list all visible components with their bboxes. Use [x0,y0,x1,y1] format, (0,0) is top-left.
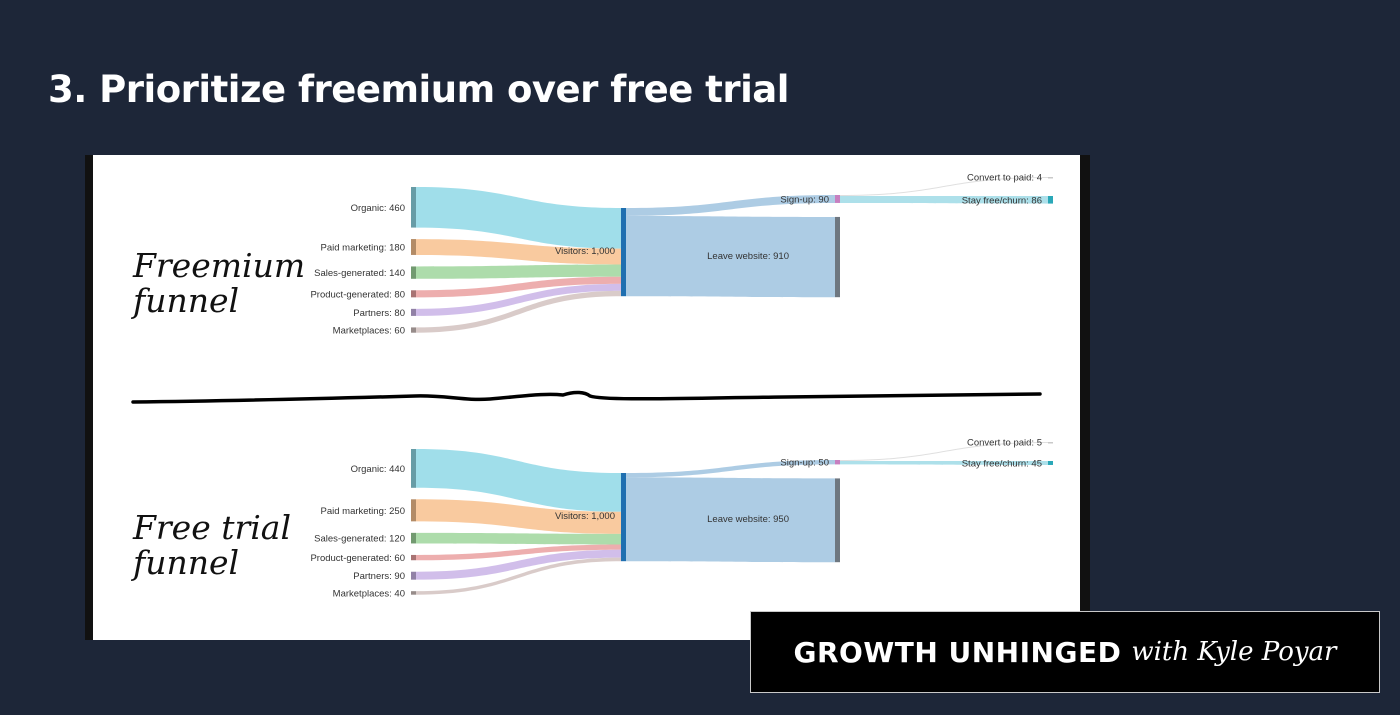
funnel1-hand-label-subtitle: funnel [130,281,239,320]
funnel1-link-paid-marketing [416,239,621,265]
funnel1-node-visitors [621,208,626,297]
funnel2-hand-label-title: Free trial [132,508,291,547]
funnel1-link-stay-free-churn [840,196,1048,204]
funnel1-link-product-generated [416,276,621,298]
funnel1-link-partners [416,283,621,316]
funnel1-node-product-generated [411,290,416,298]
divider-line [131,390,1042,404]
funnel1-label-product-generated: Product-generated: 80 [310,289,405,300]
funnel2-node-marketplaces [411,591,416,595]
funnel1-label-sales-generated: Sales-generated: 140 [314,268,405,279]
funnel2-label-organic: Organic: 440 [351,464,405,475]
funnel2-link-leave-website [626,477,835,563]
funnel1-node-convert-to-paid [1048,177,1053,179]
funnel2-link-marketplaces [416,557,621,595]
funnel2-node-visitors [621,473,626,562]
funnel2-node-product-generated [411,554,416,561]
funnel1-node-partners [411,308,416,316]
funnel1-link-leave-website [626,215,835,298]
funnel2-node-convert-to-paid [1048,442,1053,444]
funnel2-link-product-generated [416,544,621,561]
brand-banner: GROWTH UNHINGED with Kyle Poyar [750,611,1380,693]
funnel1-label-stay-free-churn: Stay free/churn: 86 [962,195,1042,206]
funnel1-node-marketplaces [411,327,416,333]
funnel1-label-paid-marketing: Paid marketing: 180 [321,243,406,254]
funnel2-link-convert-to-paid [840,442,1048,461]
funnel1-node-leave-website [835,216,840,298]
funnel2-node-sales-generated [411,532,416,544]
funnel1-label-leave-website: Leave website: 910 [707,251,789,262]
funnel1-hand-label-title: Freemium [132,246,305,285]
funnel2-label-product-generated: Product-generated: 60 [310,553,405,564]
funnel1-node-sales-generated [411,266,416,279]
funnel2-link-sign-up [626,460,835,478]
funnel1-label-sign-up: Sign-up: 90 [780,194,829,205]
funnel1-node-organic [411,187,416,228]
funnel1-link-marketplaces [416,290,621,333]
funnel1-link-organic [416,187,621,249]
funnel2-link-sales-generated [416,532,621,545]
sankey-chart-panel: Freemium funnel Organic: 460 Paid marketing… [85,155,1090,640]
funnel1-label-visitors: Visitors: 1,000 [555,246,615,257]
funnel1-label-convert-to-paid: Convert to paid: 4 [967,173,1042,184]
funnel2-label-visitors: Visitors: 1,000 [555,511,615,522]
funnel2-label-partners: Partners: 90 [353,571,405,582]
funnel1-label-partners: Partners: 80 [353,308,405,319]
funnel2-link-organic [416,449,621,512]
funnel2-node-organic [411,449,416,488]
slide-title: 3. Prioritize freemium over free trial [48,68,789,111]
funnel2-label-stay-free-churn: Stay free/churn: 45 [962,458,1042,469]
funnel2-label-marketplaces: Marketplaces: 40 [333,588,405,599]
funnel1-label-organic: Organic: 460 [351,203,405,214]
funnel1-link-sign-up [626,195,835,216]
brand-name: GROWTH UNHINGED [793,635,1122,669]
funnel2-link-paid-marketing [416,499,621,534]
funnel1-link-convert-to-paid [840,177,1048,196]
funnel1-label-marketplaces: Marketplaces: 60 [333,326,405,337]
funnel2-label-sales-generated: Sales-generated: 120 [314,534,405,545]
funnel1-node-stay-free-churn [1048,196,1053,204]
funnel2-node-paid-marketing [411,499,416,522]
funnel2-label-convert-to-paid: Convert to paid: 5 [967,438,1042,449]
funnel1-link-sales-generated [416,264,621,279]
funnel2-hand-label-subtitle: funnel [130,543,239,582]
funnel2-label-paid-marketing: Paid marketing: 250 [321,506,406,517]
funnel2-label-sign-up: Sign-up: 50 [780,458,829,469]
funnel2-node-sign-up [835,460,840,465]
funnel1-node-sign-up [835,195,840,203]
funnel2-link-stay-free-churn [840,461,1048,465]
funnel2-link-partners [416,549,621,580]
funnel2-label-leave-website: Leave website: 950 [707,514,789,525]
funnel2-node-partners [411,571,416,580]
funnel2-node-stay-free-churn [1048,461,1053,465]
brand-byline: with Kyle Poyar [1131,637,1337,667]
funnel1-node-paid-marketing [411,239,416,255]
funnel2-node-leave-website [835,478,840,563]
